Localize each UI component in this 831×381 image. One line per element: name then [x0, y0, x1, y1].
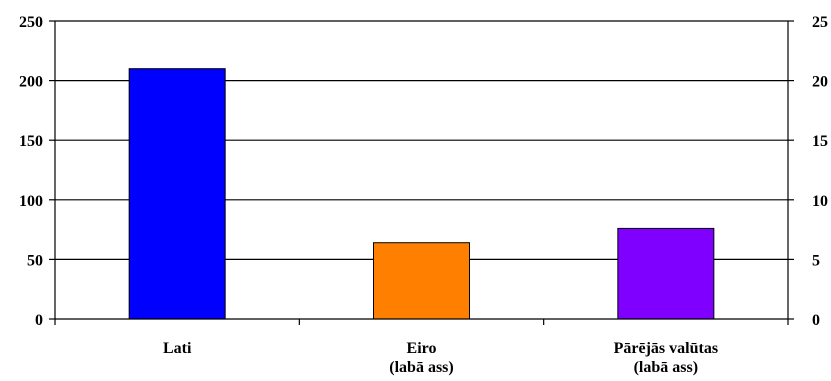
right-tick-label: 25 [812, 14, 828, 31]
bar [373, 242, 470, 320]
left-tick-label: 200 [19, 74, 43, 91]
axes [54, 21, 789, 325]
category-label: Pārējās valūtas (labā ass) [614, 340, 718, 376]
category-label: Lati [163, 340, 192, 357]
left-tick-label: 150 [19, 133, 43, 150]
right-tick-label: 5 [812, 252, 820, 269]
left-axis-ticks: 0 50 100 150 200 250 [19, 14, 55, 329]
right-tick-label: 20 [812, 74, 828, 91]
left-tick-label: 100 [19, 193, 43, 210]
category-label-line: Eiro [407, 340, 437, 357]
category-label-line: (labā ass) [389, 359, 453, 376]
category-label-line: Pārējās valūtas [614, 340, 718, 357]
right-tick-label: 15 [812, 133, 828, 150]
right-tick-label: 10 [812, 193, 828, 210]
right-axis-ticks: 0 5 10 15 20 25 [788, 14, 828, 329]
left-tick-label: 50 [27, 252, 43, 269]
left-tick-label: 0 [35, 312, 43, 329]
left-tick-label: 250 [19, 14, 43, 31]
category-labels: Lati Eiro (labā ass) Pārējās valūtas (labā a… [163, 340, 718, 376]
category-label-line: Lati [163, 340, 192, 357]
right-tick-label: 0 [812, 312, 820, 329]
category-label: Eiro (labā ass) [389, 340, 453, 376]
bar [617, 227, 715, 320]
category-label-line: (labā ass) [634, 359, 698, 376]
bar [128, 68, 226, 320]
bars [128, 68, 715, 320]
